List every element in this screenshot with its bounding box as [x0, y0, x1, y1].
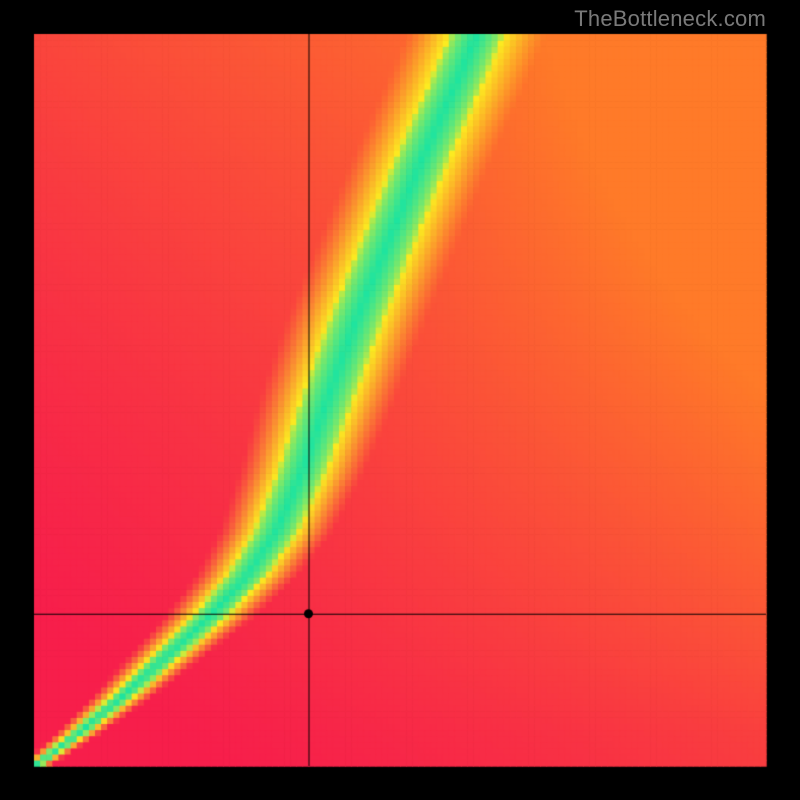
watermark-text: TheBottleneck.com	[574, 6, 766, 32]
bottleneck-heatmap	[0, 0, 800, 800]
